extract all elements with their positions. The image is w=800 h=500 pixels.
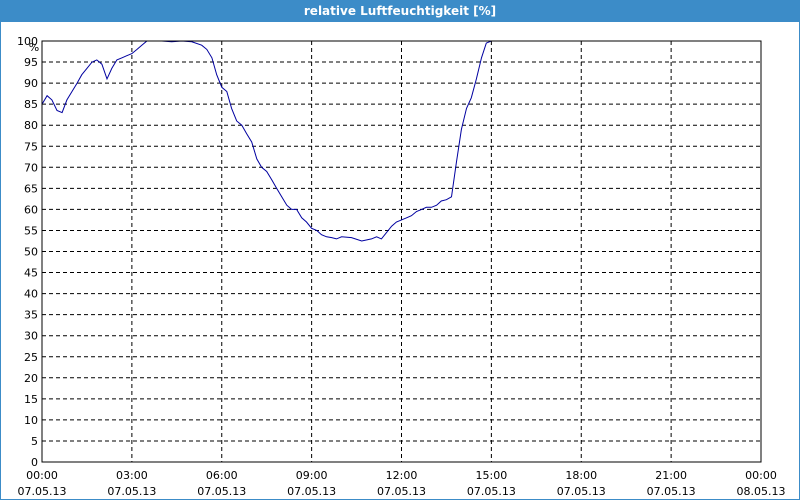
y-tick-labels: 0 5 10 15 20 25 30 35 40 45 50 55 60 65 70 75 80 85 90 95 10… [17,35,38,469]
x-tick-date-label: 07.05.13 [377,485,426,498]
x-tick-time-label: 03:00 [116,469,148,482]
y-tick-label: 35 [24,309,38,322]
x-tick-date-label: 07.05.13 [107,485,156,498]
y-axis-unit-label: % [29,41,39,54]
x-tick-time-label: 18:00 [565,469,597,482]
y-tick-label: 75 [24,140,38,153]
x-tick-time-label: 00:00 [745,469,777,482]
y-tick-label: 20 [24,372,38,385]
y-tick-label: 60 [24,203,38,216]
x-tick-date-label: 07.05.13 [197,485,246,498]
y-tick-label: 25 [24,351,38,364]
x-tick-time-label: 06:00 [206,469,238,482]
x-tick-time-label: 12:00 [386,469,418,482]
x-tick-labels: 00:00 07.05.13 03:00 07.05.13 06:00 07.05.13 0… [18,469,786,498]
chart-title: relative Luftfeuchtigkeit [%] [1,1,799,22]
x-tick-date-label: 07.05.13 [647,485,696,498]
x-tick-date-label: 07.05.13 [467,485,516,498]
y-tick-label: 10 [24,414,38,427]
y-tick-label: 100 [17,35,38,48]
y-tick-label: 90 [24,77,38,90]
plot-border [41,40,762,463]
y-tick-label: 40 [24,288,38,301]
y-tick-label: 45 [24,267,38,280]
y-tick-label: 30 [24,330,38,343]
y-tick-label: 5 [31,435,38,448]
y-tick-label: 15 [24,393,38,406]
y-tick-label: 70 [24,161,38,174]
x-tick-time-label: 00:00 [26,469,58,482]
x-tick-date-label: 07.05.13 [18,485,67,498]
series-lines [41,40,761,242]
y-tick-label: 55 [24,224,38,237]
x-tick-date-label: 08.05.13 [737,485,786,498]
y-tick-label: 95 [24,56,38,69]
y-tick-label: 50 [24,246,38,259]
y-tick-label: 80 [24,119,38,132]
x-tick-time-label: 21:00 [655,469,687,482]
humidity-series-line [41,40,761,242]
x-tick-time-label: 15:00 [476,469,508,482]
y-tick-label: 0 [31,456,38,469]
x-tick-time-label: 09:00 [296,469,328,482]
grid-lines [42,40,761,462]
x-tick-date-label: 07.05.13 [557,485,606,498]
y-tick-label: 85 [24,98,38,111]
x-tick-date-label: 07.05.13 [287,485,336,498]
y-tick-label: 65 [24,182,38,195]
